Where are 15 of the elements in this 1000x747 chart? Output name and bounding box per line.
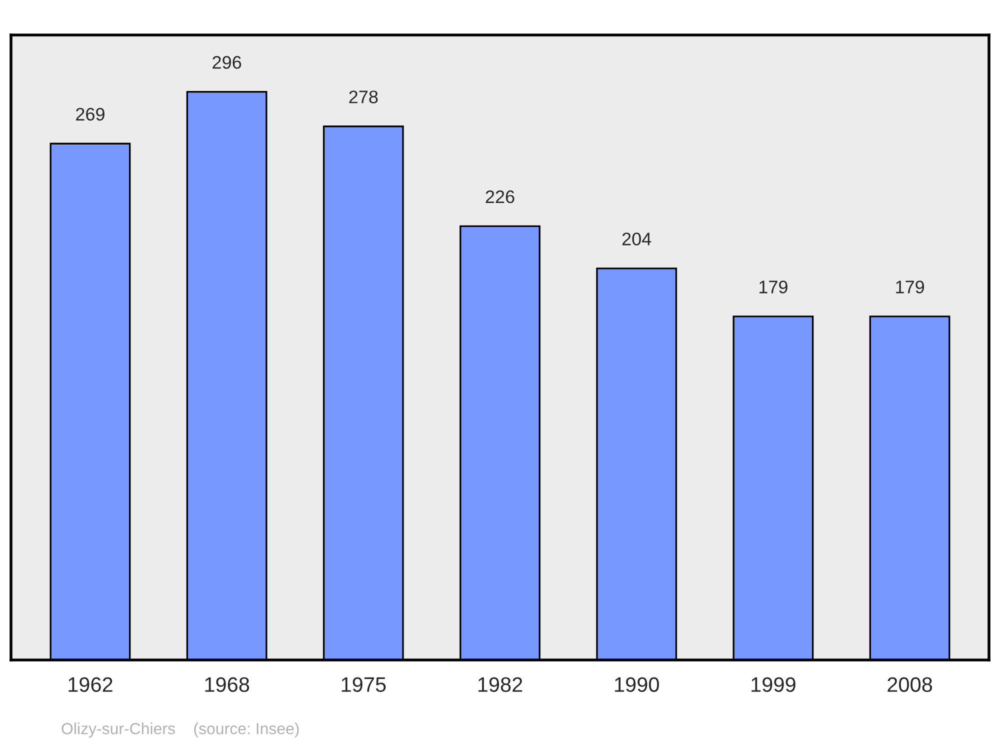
data-label: 296 [212, 56, 242, 69]
data-label: 179 [896, 280, 924, 294]
x-tick-label: 2008 [888, 677, 932, 692]
text: Olizy-sur-Chiers (source: Insee) [62, 722, 299, 738]
x-tick-label: 1999 [752, 677, 796, 692]
x-tick-label: 1990 [615, 677, 659, 692]
x-tick-label: 1968 [205, 677, 250, 692]
data-label: 179 [760, 280, 788, 294]
x-tick-label: 1975 [342, 677, 386, 692]
x-tick-label: 1962 [68, 677, 112, 692]
x-tick-label: 1982 [478, 677, 522, 692]
data-label: 204 [622, 232, 652, 246]
data-label: 226 [486, 190, 514, 204]
data-label: 269 [76, 108, 104, 121]
data-label: 278 [349, 90, 378, 104]
